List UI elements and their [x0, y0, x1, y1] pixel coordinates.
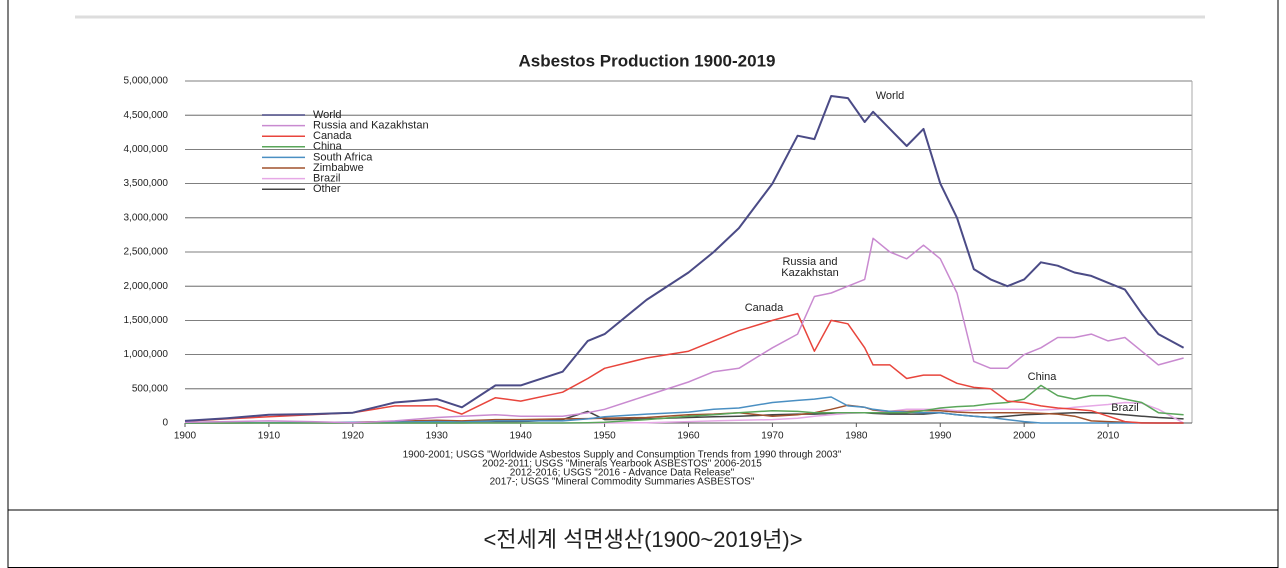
y-tick-label: 4,500,000 [124, 110, 169, 121]
y-tick-label: 0 [162, 418, 168, 429]
source-note: 2012-2016; USGS "2016 - Advance Data Rel… [510, 468, 735, 479]
y-tick-label: 1,500,000 [124, 315, 169, 326]
y-tick-label: 3,500,000 [124, 178, 169, 189]
series-line [185, 384, 1184, 424]
y-tick-label: 500,000 [132, 383, 169, 394]
x-tick-label: 1980 [845, 431, 868, 442]
x-tick-label: 1910 [258, 431, 281, 442]
y-tick-label: 1,000,000 [124, 349, 169, 360]
annotation: Canada [745, 302, 784, 314]
x-tick-label: 2000 [1013, 431, 1036, 442]
annotation: Kazakhstan [781, 267, 838, 279]
legend-label: Other [313, 183, 341, 195]
caption: <전세계 석면생산(1900~2019년)> [483, 527, 802, 552]
annotation: China [1028, 371, 1058, 383]
source-note: 2002-2011; USGS "Minerals Yearbook ASBES… [482, 459, 762, 470]
series-line [184, 396, 1184, 424]
source-note: 2017-; USGS "Mineral Commodity Summaries… [490, 477, 755, 488]
x-tick-label: 1930 [426, 431, 449, 442]
x-tick-label: 1900 [174, 431, 197, 442]
source-note: 1900-2001; USGS "Worldwide Asbestos Supp… [403, 450, 842, 461]
x-tick-label: 2010 [1097, 431, 1120, 442]
y-tick-label: 2,000,000 [124, 281, 169, 292]
y-tick-label: 3,000,000 [124, 212, 169, 223]
series-line [184, 237, 1184, 424]
legend-label: World [313, 109, 342, 121]
legend-label: Brazil [313, 173, 341, 185]
annotation: Brazil [1111, 402, 1139, 414]
annotation: Russia and [782, 256, 837, 268]
x-tick-label: 1960 [677, 431, 700, 442]
x-tick-label: 1950 [593, 431, 616, 442]
x-tick-label: 1970 [761, 431, 784, 442]
annotation: World [876, 90, 905, 102]
legend-label: China [313, 141, 343, 153]
x-tick-label: 1990 [929, 431, 952, 442]
series-line [185, 404, 1184, 424]
chart-title: Asbestos Production 1900-2019 [519, 51, 776, 70]
x-tick-label: 1920 [342, 431, 365, 442]
legend-label: South Africa [313, 151, 373, 163]
y-tick-label: 2,500,000 [124, 247, 169, 258]
legend-label: Zimbabwe [313, 162, 364, 174]
y-tick-label: 4,000,000 [124, 144, 169, 155]
series-line [184, 312, 1184, 424]
legend-label: Canada [313, 130, 352, 142]
series-line [184, 95, 1185, 422]
y-tick-label: 5,000,000 [124, 76, 169, 87]
legend-label: Russia and Kazakhstan [313, 120, 429, 132]
x-tick-label: 1940 [510, 431, 533, 442]
